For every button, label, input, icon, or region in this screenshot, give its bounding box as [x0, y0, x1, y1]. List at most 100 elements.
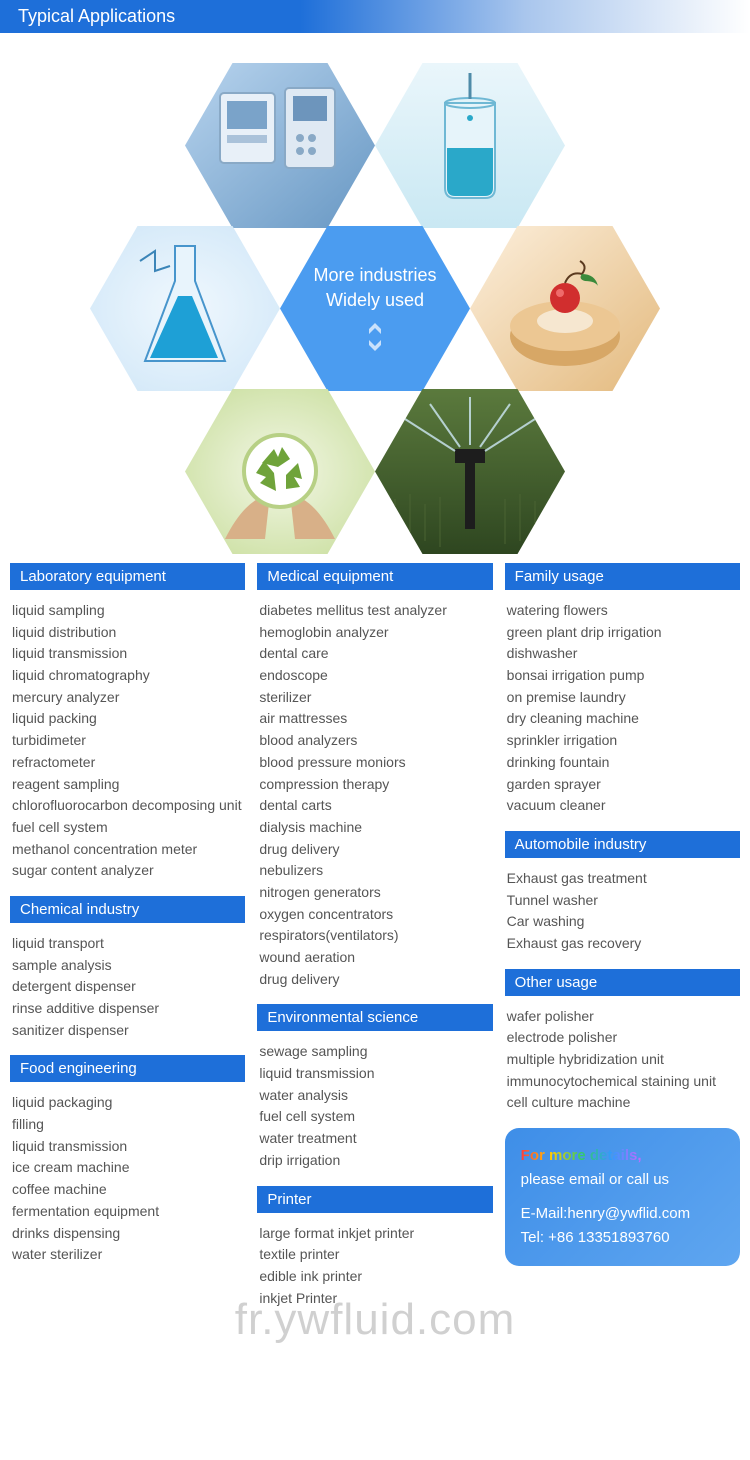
section-list: liquid samplingliquid distribution liquid…: [10, 600, 245, 882]
recycle-icon: [185, 389, 375, 554]
list-item: sanitizer dispenser: [12, 1020, 245, 1042]
list-item: filling: [12, 1114, 245, 1136]
list-item: mercury analyzer: [12, 687, 245, 709]
section-header: Laboratory equipment: [10, 563, 245, 590]
hex-sprinkler: [375, 389, 565, 554]
list-item: drinks dispensing: [12, 1223, 245, 1245]
list-item: Tunnel washer: [507, 890, 740, 912]
list-item: watering flowers: [507, 600, 740, 622]
medical-equipment-icon: [185, 63, 375, 228]
section-list: watering flowersgreen plant drip irrigat…: [505, 600, 740, 817]
section-list: liquid packagingfillingliquid transmissi…: [10, 1092, 245, 1266]
contact-box: For more details, please email or call u…: [505, 1128, 740, 1266]
section-header: Medical equipment: [257, 563, 492, 590]
contact-headline-2: please email or call us: [521, 1168, 724, 1192]
list-item: liquid transmission: [259, 1063, 492, 1085]
list-item: sprinkler irrigation: [507, 730, 740, 752]
column-2: Family usage watering flowersgreen plant…: [505, 563, 740, 1323]
columns-container: Laboratory equipment liquid samplingliqu…: [0, 563, 750, 1353]
list-item: air mattresses: [259, 708, 492, 730]
list-item: on premise laundry: [507, 687, 740, 709]
hex-recycle: [185, 389, 375, 554]
list-item: drug delivery: [259, 839, 492, 861]
list-item: diabetes mellitus test analyzer: [259, 600, 492, 622]
list-item: endoscope: [259, 665, 492, 687]
contact-email-line: E-Mail:henry@ywflid.com: [521, 1202, 724, 1226]
section-header: Family usage: [505, 563, 740, 590]
column-0: Laboratory equipment liquid samplingliqu…: [10, 563, 245, 1323]
list-item: chlorofluorocarbon decomposing unit: [12, 795, 245, 817]
list-item: oxygen concentrators: [259, 904, 492, 926]
list-item: immunocytochemical staining unit: [507, 1071, 740, 1093]
list-item: drip irrigation: [259, 1150, 492, 1172]
list-item: ice cream machine: [12, 1157, 245, 1179]
list-item: Exhaust gas treatment: [507, 868, 740, 890]
list-item: textile printer: [259, 1244, 492, 1266]
link-icon: [364, 321, 386, 353]
list-item: liquid transmission: [12, 1136, 245, 1158]
hex-flask: [90, 226, 280, 391]
list-item: respirators(ventilators): [259, 925, 492, 947]
list-item: fuel cell system: [12, 817, 245, 839]
list-item: Car washing: [507, 911, 740, 933]
list-item: coffee machine: [12, 1179, 245, 1201]
section-list: wafer polisherelectrode polishermultiple…: [505, 1006, 740, 1114]
section-header: Food engineering: [10, 1055, 245, 1082]
list-item: Exhaust gas recovery: [507, 933, 740, 955]
sprinkler-icon: [375, 389, 565, 554]
dessert-icon: [470, 226, 660, 391]
beaker-icon: [375, 63, 565, 228]
list-item: large format inkjet printer: [259, 1223, 492, 1245]
list-item: nitrogen generators: [259, 882, 492, 904]
hex-center-line1: More industries: [313, 265, 436, 286]
contact-headline-1: For more details,: [521, 1144, 642, 1168]
list-item: multiple hybridization unit: [507, 1049, 740, 1071]
list-item: dental carts: [259, 795, 492, 817]
list-item: cell culture machine: [507, 1092, 740, 1114]
list-item: sample analysis: [12, 955, 245, 977]
section-header: Environmental science: [257, 1004, 492, 1031]
list-item: sterilizer: [259, 687, 492, 709]
section-header: Automobile industry: [505, 831, 740, 858]
list-item: water sterilizer: [12, 1244, 245, 1266]
list-item: blood pressure moniors: [259, 752, 492, 774]
list-item: bonsai irrigation pump: [507, 665, 740, 687]
contact-tel-line: Tel: +86 13351893760: [521, 1226, 724, 1250]
list-item: vacuum cleaner: [507, 795, 740, 817]
list-item: liquid transport: [12, 933, 245, 955]
list-item: dishwasher: [507, 643, 740, 665]
list-item: dental care: [259, 643, 492, 665]
list-item: wound aeration: [259, 947, 492, 969]
section-list: diabetes mellitus test analyzerhemoglobi…: [257, 600, 492, 990]
list-item: turbidimeter: [12, 730, 245, 752]
list-item: green plant drip irrigation: [507, 622, 740, 644]
list-item: methanol concentration meter: [12, 839, 245, 861]
list-item: liquid distribution: [12, 622, 245, 644]
list-item: fermentation equipment: [12, 1201, 245, 1223]
list-item: sewage sampling: [259, 1041, 492, 1063]
section-header: Other usage: [505, 969, 740, 996]
hex-dessert: [470, 226, 660, 391]
list-item: reagent sampling: [12, 774, 245, 796]
list-item: liquid sampling: [12, 600, 245, 622]
page-title: Typical Applications: [0, 0, 750, 33]
list-item: hemoglobin analyzer: [259, 622, 492, 644]
list-item: water treatment: [259, 1128, 492, 1150]
list-item: dialysis machine: [259, 817, 492, 839]
list-item: liquid packaging: [12, 1092, 245, 1114]
list-item: rinse additive dispenser: [12, 998, 245, 1020]
list-item: electrode polisher: [507, 1027, 740, 1049]
section-list: Exhaust gas treatmentTunnel washerCar wa…: [505, 868, 740, 955]
list-item: dry cleaning machine: [507, 708, 740, 730]
list-item: garden sprayer: [507, 774, 740, 796]
list-item: refractometer: [12, 752, 245, 774]
hex-center: More industries Widely used: [280, 226, 470, 391]
list-item: liquid chromatography: [12, 665, 245, 687]
section-list: large format inkjet printertextile print…: [257, 1223, 492, 1310]
list-item: detergent dispenser: [12, 976, 245, 998]
list-item: drug delivery: [259, 969, 492, 991]
list-item: drinking fountain: [507, 752, 740, 774]
list-item: liquid packing: [12, 708, 245, 730]
hex-beaker: [375, 63, 565, 228]
section-list: sewage samplingliquid transmission water …: [257, 1041, 492, 1171]
